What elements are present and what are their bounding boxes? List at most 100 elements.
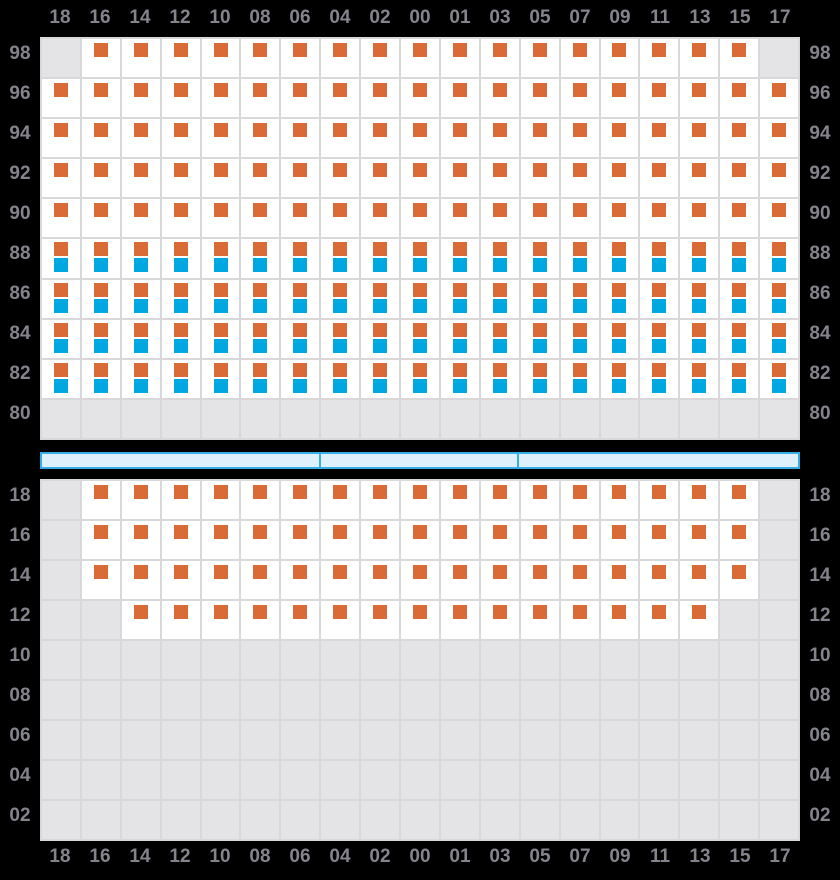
seat-cell[interactable] xyxy=(680,159,719,198)
seat-cell[interactable] xyxy=(81,561,120,599)
seat-cell[interactable] xyxy=(361,319,400,358)
seat-cell[interactable] xyxy=(281,119,320,158)
seat-cell[interactable] xyxy=(480,159,519,198)
seat-cell[interactable] xyxy=(520,199,559,238)
seat-cell[interactable] xyxy=(640,521,679,559)
seat-cell[interactable] xyxy=(81,239,120,278)
seat-cell[interactable] xyxy=(640,119,679,158)
seat-cell[interactable] xyxy=(480,39,519,78)
bar-segment[interactable] xyxy=(42,454,321,467)
seat-cell[interactable] xyxy=(440,199,479,238)
seat-cell[interactable] xyxy=(520,279,559,318)
seat-cell[interactable] xyxy=(121,561,160,599)
seat-cell[interactable] xyxy=(600,199,639,238)
seat-cell[interactable] xyxy=(161,119,200,158)
seat-cell[interactable] xyxy=(640,561,679,599)
seat-cell[interactable] xyxy=(121,359,160,398)
seat-cell[interactable] xyxy=(201,79,240,118)
seat-cell[interactable] xyxy=(321,239,360,278)
seat-cell[interactable] xyxy=(81,199,120,238)
seat-cell[interactable] xyxy=(720,481,759,519)
seat-cell[interactable] xyxy=(241,561,280,599)
seat-cell[interactable] xyxy=(600,279,639,318)
seat-cell[interactable] xyxy=(401,561,439,599)
seat-cell[interactable] xyxy=(241,359,280,398)
seat-cell[interactable] xyxy=(480,561,519,599)
seat-cell[interactable] xyxy=(760,79,798,118)
seat-cell[interactable] xyxy=(560,79,599,118)
seat-cell[interactable] xyxy=(401,521,439,559)
seat-cell[interactable] xyxy=(241,481,280,519)
seat-cell[interactable] xyxy=(640,39,679,78)
seat-cell[interactable] xyxy=(201,159,240,198)
seat-cell[interactable] xyxy=(520,239,559,278)
seat-cell[interactable] xyxy=(42,279,80,318)
seat-cell[interactable] xyxy=(121,521,160,559)
seat-cell[interactable] xyxy=(640,239,679,278)
seat-cell[interactable] xyxy=(760,319,798,358)
seat-cell[interactable] xyxy=(281,481,320,519)
seat-cell[interactable] xyxy=(560,279,599,318)
seat-cell[interactable] xyxy=(640,279,679,318)
seat-cell[interactable] xyxy=(201,481,240,519)
seat-cell[interactable] xyxy=(42,79,80,118)
seat-cell[interactable] xyxy=(121,319,160,358)
seat-cell[interactable] xyxy=(680,119,719,158)
bar-segment[interactable] xyxy=(321,454,520,467)
seat-cell[interactable] xyxy=(42,199,80,238)
seat-cell[interactable] xyxy=(201,279,240,318)
seat-cell[interactable] xyxy=(201,239,240,278)
seat-cell[interactable] xyxy=(680,39,719,78)
seat-cell[interactable] xyxy=(600,79,639,118)
seat-cell[interactable] xyxy=(600,521,639,559)
seat-cell[interactable] xyxy=(600,359,639,398)
seat-cell[interactable] xyxy=(121,199,160,238)
seat-cell[interactable] xyxy=(680,239,719,278)
seat-cell[interactable] xyxy=(201,359,240,398)
seat-cell[interactable] xyxy=(720,159,759,198)
seat-cell[interactable] xyxy=(560,239,599,278)
seat-cell[interactable] xyxy=(480,359,519,398)
seat-cell[interactable] xyxy=(680,561,719,599)
seat-cell[interactable] xyxy=(401,319,439,358)
seat-cell[interactable] xyxy=(241,521,280,559)
seat-cell[interactable] xyxy=(440,481,479,519)
seat-cell[interactable] xyxy=(281,199,320,238)
seat-cell[interactable] xyxy=(401,239,439,278)
seat-cell[interactable] xyxy=(440,119,479,158)
seat-cell[interactable] xyxy=(281,279,320,318)
seat-cell[interactable] xyxy=(520,601,559,639)
seat-cell[interactable] xyxy=(161,359,200,398)
seat-cell[interactable] xyxy=(640,601,679,639)
seat-cell[interactable] xyxy=(81,79,120,118)
seat-cell[interactable] xyxy=(121,119,160,158)
seat-cell[interactable] xyxy=(560,159,599,198)
seat-cell[interactable] xyxy=(720,239,759,278)
seat-cell[interactable] xyxy=(640,481,679,519)
seat-cell[interactable] xyxy=(720,79,759,118)
seat-cell[interactable] xyxy=(361,481,400,519)
seat-cell[interactable] xyxy=(640,359,679,398)
seat-cell[interactable] xyxy=(640,159,679,198)
seat-cell[interactable] xyxy=(560,561,599,599)
seat-cell[interactable] xyxy=(361,279,400,318)
seat-cell[interactable] xyxy=(281,561,320,599)
seat-cell[interactable] xyxy=(520,159,559,198)
seat-cell[interactable] xyxy=(281,521,320,559)
seat-cell[interactable] xyxy=(42,159,80,198)
bar-segment[interactable] xyxy=(519,454,798,467)
seat-cell[interactable] xyxy=(440,279,479,318)
seat-cell[interactable] xyxy=(680,199,719,238)
seat-cell[interactable] xyxy=(720,279,759,318)
seat-cell[interactable] xyxy=(760,119,798,158)
seat-cell[interactable] xyxy=(480,521,519,559)
seat-cell[interactable] xyxy=(121,159,160,198)
seat-cell[interactable] xyxy=(680,359,719,398)
seat-cell[interactable] xyxy=(401,119,439,158)
seat-cell[interactable] xyxy=(440,319,479,358)
seat-cell[interactable] xyxy=(241,319,280,358)
seat-cell[interactable] xyxy=(440,159,479,198)
seat-cell[interactable] xyxy=(281,601,320,639)
seat-cell[interactable] xyxy=(720,561,759,599)
seat-cell[interactable] xyxy=(42,119,80,158)
